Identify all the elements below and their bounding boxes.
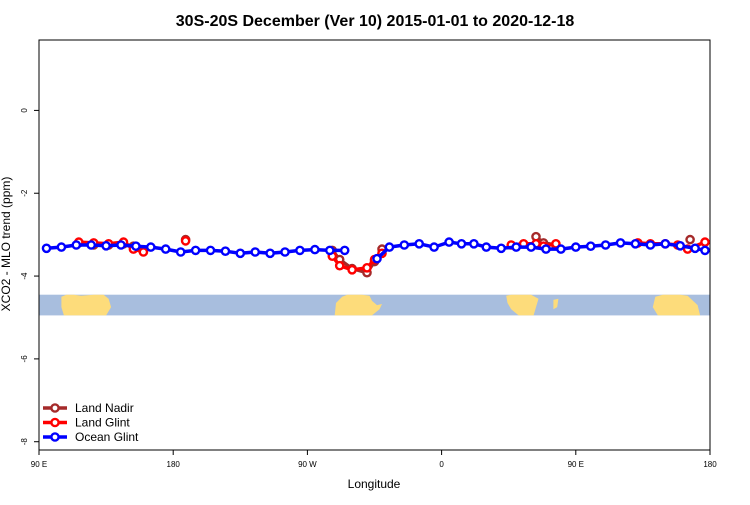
x-tick-label: 90 W	[298, 460, 317, 469]
data-point	[481, 242, 492, 252]
data-point	[131, 241, 141, 251]
data-point	[496, 243, 507, 254]
data-point	[429, 242, 439, 252]
x-axis: 90 E 180 90 W 0 90 E 180	[31, 450, 717, 469]
data-point	[175, 247, 186, 257]
data-point	[700, 237, 710, 247]
plot-frame	[38, 39, 711, 451]
data-point	[180, 236, 191, 246]
data-point	[101, 240, 111, 251]
land-madagascar	[553, 298, 559, 310]
x-tick-label: 90 E	[31, 460, 47, 469]
legend-label: Land Glint	[75, 416, 130, 430]
data-point	[526, 242, 536, 252]
y-axis: 0 -2 -4 -6 -8	[20, 108, 39, 446]
data-point	[41, 243, 52, 254]
data-point	[334, 260, 345, 271]
land-ocean-band	[39, 294, 710, 316]
x-axis-label: Longitude	[348, 477, 401, 491]
legend-item: Land Glint	[43, 416, 130, 430]
land-australia	[61, 294, 112, 316]
land-africa	[506, 294, 539, 316]
data-point	[235, 248, 246, 259]
data-point	[205, 245, 216, 256]
data-point	[456, 238, 467, 249]
data-point	[690, 243, 700, 254]
data-point	[700, 245, 710, 256]
y-tick-label: -4	[20, 272, 29, 280]
x-tick-label: 180	[703, 460, 717, 469]
data-point	[615, 238, 626, 248]
legend-swatch-marker	[50, 432, 60, 442]
data-point	[138, 247, 149, 257]
data-point	[347, 264, 357, 275]
legend-item: Ocean Glint	[43, 430, 139, 444]
legend-label: Land Nadir	[75, 401, 134, 415]
chart-title: 30S-20S December (Ver 10) 2015-01-01 to …	[176, 13, 575, 30]
y-tick-label: 0	[20, 108, 29, 113]
land-south-america	[334, 294, 382, 316]
series-layer	[41, 231, 710, 278]
data-point	[399, 240, 410, 250]
y-tick-label: -8	[20, 438, 29, 446]
series-ocean-glint	[41, 237, 710, 264]
data-point	[56, 242, 67, 252]
data-point	[585, 241, 596, 251]
legend-item: Land Nadir	[43, 401, 134, 415]
data-point	[645, 240, 656, 250]
data-point	[339, 245, 350, 256]
data-point	[190, 245, 201, 256]
data-point	[685, 234, 695, 245]
data-point	[600, 240, 611, 250]
data-point	[310, 244, 320, 255]
data-point	[384, 242, 395, 252]
data-point	[414, 238, 425, 249]
data-point	[71, 240, 82, 250]
data-point	[511, 242, 522, 252]
data-point	[556, 244, 566, 254]
data-point	[250, 247, 260, 257]
data-point	[372, 253, 382, 264]
y-axis-label: XCO2 - MLO trend (ppm)	[0, 177, 13, 312]
data-point	[660, 238, 671, 249]
data-point	[675, 240, 686, 251]
data-point	[265, 248, 275, 259]
data-point	[295, 245, 305, 256]
data-point	[86, 240, 96, 250]
data-point	[160, 244, 171, 254]
data-point	[541, 244, 551, 254]
y-tick-label: -6	[20, 355, 29, 363]
land-australia-east	[652, 294, 701, 316]
data-point	[145, 242, 156, 252]
data-point	[469, 238, 479, 249]
legend-swatch-marker	[50, 403, 60, 413]
legend-swatch-marker	[50, 417, 60, 428]
data-point	[444, 237, 454, 247]
x-tick-label: 90 E	[568, 460, 584, 469]
data-point	[571, 242, 581, 252]
data-point	[362, 262, 372, 273]
data-point	[324, 245, 335, 256]
data-point	[116, 240, 126, 250]
data-point	[220, 246, 231, 256]
data-point	[630, 238, 641, 249]
data-point	[280, 247, 290, 257]
y-tick-label: -2	[20, 189, 29, 197]
x-tick-label: 180	[167, 460, 181, 469]
x-tick-label: 0	[439, 460, 444, 469]
legend-label: Ocean Glint	[75, 430, 139, 444]
